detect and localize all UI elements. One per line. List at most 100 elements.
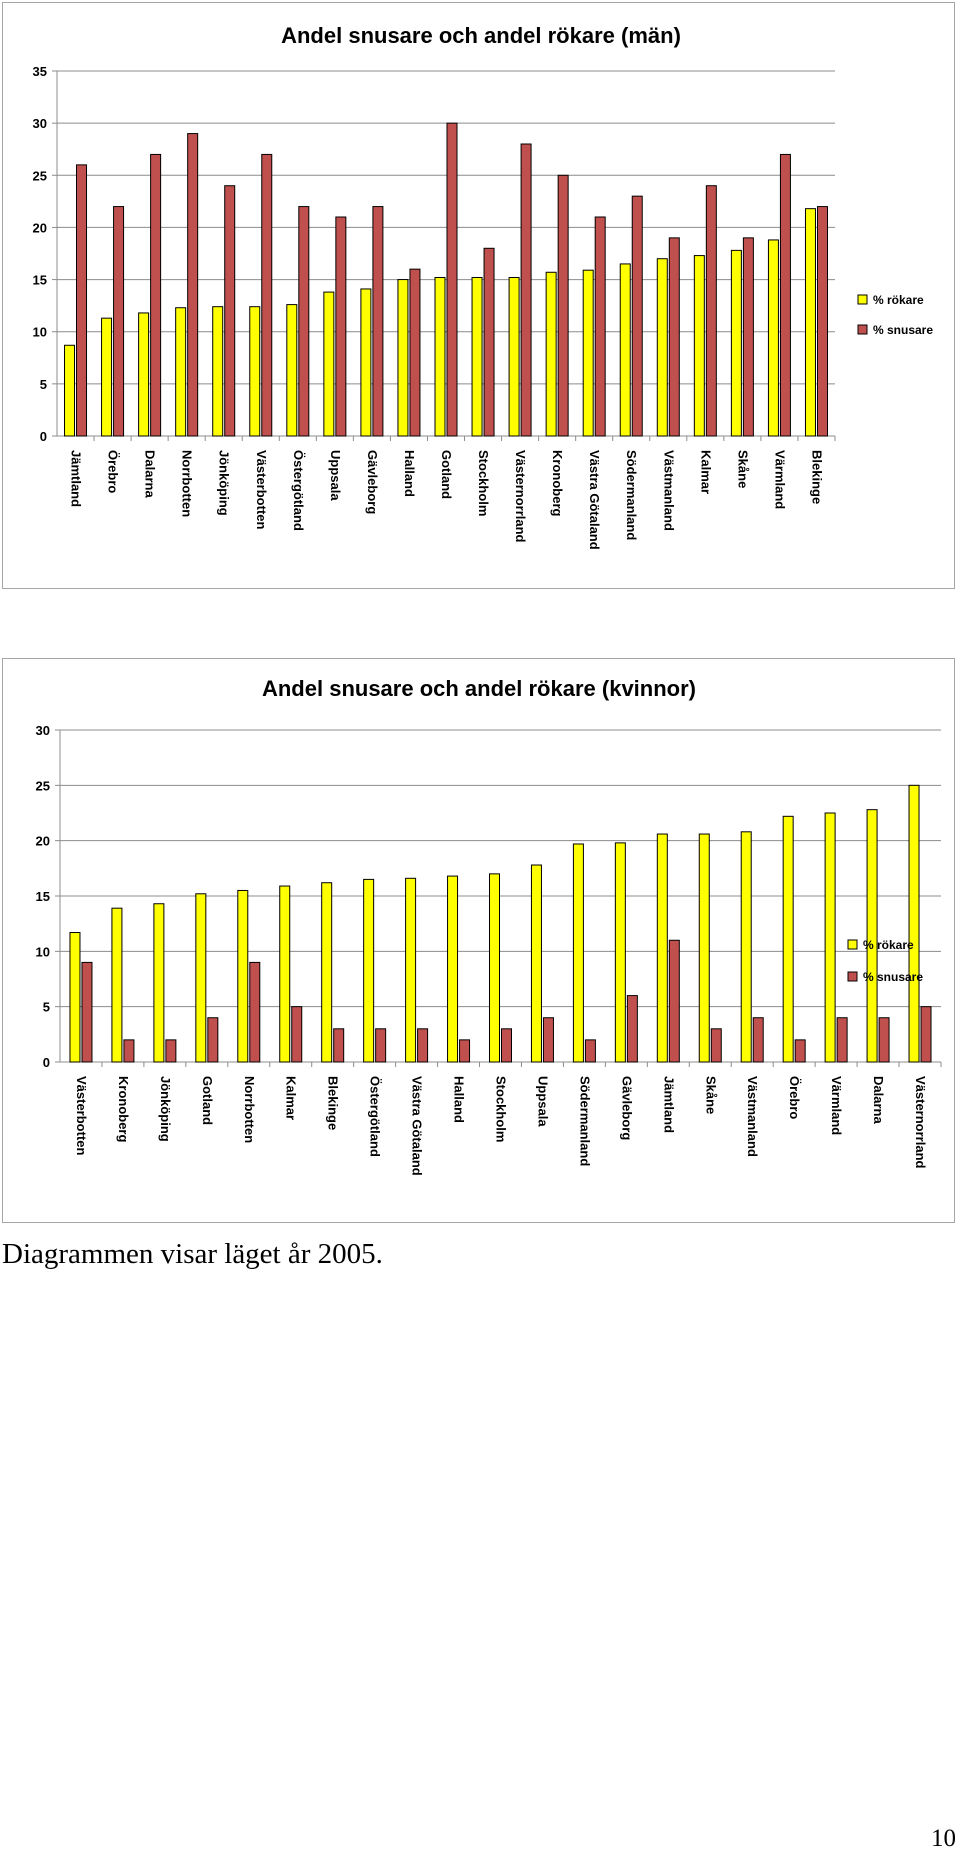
bar-rökare-gotland xyxy=(195,893,207,1063)
bar-snusare-uppsala xyxy=(542,1017,554,1063)
bar-rökare-skåne xyxy=(730,249,742,437)
x-tick-label: Värmland xyxy=(772,450,787,509)
chart-women-svg: Andel snusare och andel rökare (kvinnor)… xyxy=(36,676,942,1176)
bar-rökare-östergötland xyxy=(286,304,298,437)
bar-rökare-gävleborg xyxy=(360,288,372,437)
x-tick-label: Östergötland xyxy=(291,450,306,531)
bar-snusare-jönköping xyxy=(224,185,236,437)
bar-snusare-halland xyxy=(459,1039,471,1063)
chart-title: Andel snusare och andel rökare (kvinnor) xyxy=(262,676,696,701)
legend-label-rökare: % rökare xyxy=(863,938,914,952)
y-tick-label: 25 xyxy=(36,778,50,793)
y-tick-label: 5 xyxy=(43,1000,50,1015)
x-tick-label: Halland xyxy=(452,1076,467,1123)
x-tick-label: Kalmar xyxy=(698,450,713,494)
bar-snusare-västerbotten xyxy=(81,961,93,1063)
legend-label-snusare: % snusare xyxy=(863,970,923,984)
x-tick-label: Skåne xyxy=(703,1076,718,1114)
legend-swatch-snusare xyxy=(857,324,868,335)
x-tick-label: Jämtland xyxy=(69,450,84,507)
y-tick-label: 20 xyxy=(36,834,50,849)
bar-snusare-örebro xyxy=(113,206,125,437)
x-tick-label: Kronoberg xyxy=(116,1076,131,1143)
bar-snusare-blekinge xyxy=(333,1028,345,1063)
x-tick-label: Stockholm xyxy=(494,1076,509,1142)
x-tick-label: Dalarna xyxy=(871,1076,886,1124)
chart-women: Andel snusare och andel rökare (kvinnor)… xyxy=(2,658,955,1223)
x-tick-label: Västmanland xyxy=(661,450,676,531)
x-tick-label: Jönköping xyxy=(217,450,232,516)
bar-rökare-västernorrland xyxy=(908,784,920,1063)
bar-rökare-skåne xyxy=(698,833,710,1063)
bar-snusare-östergötland xyxy=(375,1028,387,1063)
x-tick-label: Västerbotten xyxy=(74,1076,89,1156)
x-tick-label: Gotland xyxy=(200,1076,215,1125)
x-tick-label: Västernorrland xyxy=(513,450,528,543)
y-tick-label: 0 xyxy=(40,429,47,444)
legend-swatch-snusare xyxy=(847,971,858,982)
bar-snusare-örebro xyxy=(794,1039,806,1063)
legend-swatch-rökare xyxy=(857,294,868,305)
bar-rökare-jämtland xyxy=(656,833,668,1063)
bar-rökare-jönköping xyxy=(153,903,165,1063)
y-tick-label: 10 xyxy=(36,944,50,959)
y-tick-label: 20 xyxy=(33,220,47,235)
x-tick-label: Dalarna xyxy=(143,450,158,498)
bar-rökare-östergötland xyxy=(363,878,375,1063)
bar-snusare-östergötland xyxy=(298,206,310,437)
bar-snusare-stockholm xyxy=(501,1028,512,1063)
bar-rökare-västmanland xyxy=(740,831,752,1063)
bar-snusare-västernorrland xyxy=(520,143,532,437)
x-tick-label: Örebro xyxy=(106,450,121,493)
x-tick-label: Södermanland xyxy=(577,1076,592,1166)
x-tick-label: Kronoberg xyxy=(550,450,565,517)
x-tick-label: Norrbotten xyxy=(242,1076,257,1143)
x-tick-label: Örebro xyxy=(787,1076,802,1119)
bar-snusare-västra-götaland xyxy=(417,1028,429,1063)
bar-snusare-västmanland xyxy=(668,237,680,437)
y-tick-label: 10 xyxy=(33,325,47,340)
bar-snusare-halland xyxy=(409,268,421,437)
bar-snusare-kalmar xyxy=(705,185,717,437)
bar-rökare-örebro xyxy=(782,815,794,1063)
x-tick-label: Blekinge xyxy=(809,450,824,504)
y-tick-label: 35 xyxy=(33,64,47,79)
bar-snusare-jönköping xyxy=(165,1039,177,1063)
bar-snusare-värmland xyxy=(836,1017,848,1063)
bar-snusare-västmanland xyxy=(752,1017,764,1063)
bar-rökare-stockholm xyxy=(489,873,500,1063)
y-tick-label: 30 xyxy=(36,723,50,738)
x-tick-label: Jämtland xyxy=(661,1076,676,1133)
bar-rökare-västerbotten xyxy=(249,306,261,437)
bar-snusare-södermanland xyxy=(631,195,643,437)
bar-rökare-norrbotten xyxy=(237,889,249,1063)
bar-snusare-gotland xyxy=(207,1017,219,1063)
bar-snusare-stockholm xyxy=(483,247,495,437)
bar-snusare-västra-götaland xyxy=(594,216,606,437)
legend-label-snusare: % snusare xyxy=(873,323,933,337)
x-tick-label: Skåne xyxy=(735,450,750,488)
x-tick-label: Västernorrland xyxy=(913,1076,928,1169)
chart-title: Andel snusare och andel rökare (män) xyxy=(281,23,681,48)
y-tick-label: 5 xyxy=(40,377,47,392)
bar-rökare-gävleborg xyxy=(614,842,626,1063)
bar-rökare-kronoberg xyxy=(111,907,123,1063)
chart-men-svg: Andel snusare och andel rökare (män) 0 5 10… xyxy=(33,23,934,550)
x-tick-label: Södermanland xyxy=(624,450,639,540)
bar-rökare-stockholm xyxy=(471,276,483,437)
x-tick-label: Västerbotten xyxy=(254,450,269,530)
bar-rökare-norrbotten xyxy=(175,307,187,437)
bar-snusare-västernorrland xyxy=(920,1006,932,1063)
bar-rökare-södermanland xyxy=(619,263,631,437)
bar-snusare-kronoberg xyxy=(557,174,569,437)
bar-rökare-halland xyxy=(397,279,409,437)
bar-snusare-södermanland xyxy=(584,1039,596,1063)
chart-men: Andel snusare och andel rökare (män) 0 5 10… xyxy=(2,2,955,589)
bar-rökare-dalarna xyxy=(138,312,150,437)
y-tick-label: 30 xyxy=(33,116,47,131)
x-tick-label: Västra Götaland xyxy=(587,450,602,550)
x-tick-label: Västra Götaland xyxy=(410,1076,425,1176)
y-tick-label: 0 xyxy=(43,1055,50,1070)
bar-rökare-västerbotten xyxy=(69,932,81,1063)
bar-snusare-uppsala xyxy=(335,216,347,437)
